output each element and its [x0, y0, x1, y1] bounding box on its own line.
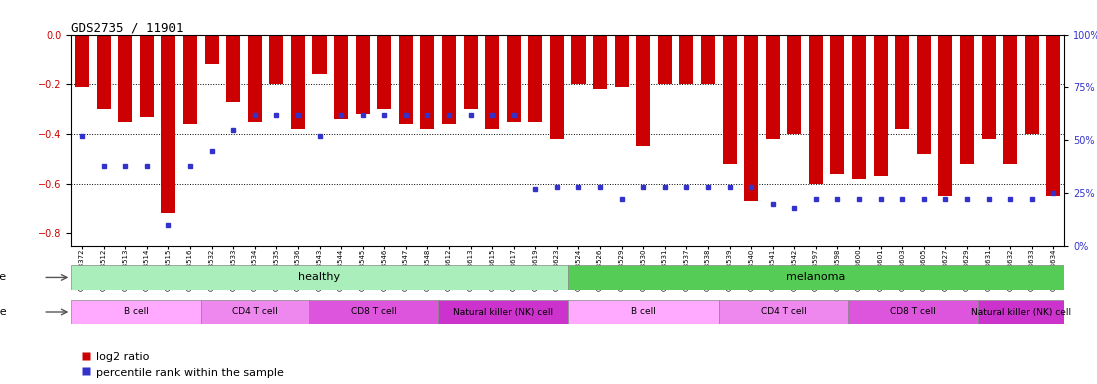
Bar	[204, 35, 218, 65]
Bar	[636, 35, 651, 146]
Text: CD4 T cell: CD4 T cell	[231, 308, 278, 316]
Bar	[679, 35, 693, 84]
Bar	[982, 35, 996, 139]
Bar	[118, 35, 133, 121]
Bar	[377, 35, 392, 109]
Bar	[226, 35, 240, 102]
Bar	[895, 35, 909, 129]
Bar	[97, 35, 111, 109]
Text: melanoma: melanoma	[787, 272, 846, 283]
Text: CD4 T cell: CD4 T cell	[760, 308, 806, 316]
Bar	[201, 300, 308, 324]
Bar	[507, 35, 521, 121]
Bar	[658, 35, 671, 84]
Bar	[313, 35, 327, 74]
Bar	[485, 35, 499, 129]
Bar	[399, 35, 412, 124]
Text: GDS2735 / 11901: GDS2735 / 11901	[71, 22, 184, 35]
Bar	[1025, 35, 1039, 134]
Bar	[830, 35, 845, 174]
Bar	[766, 35, 780, 139]
Bar	[614, 35, 629, 87]
Bar	[568, 265, 1064, 290]
Bar	[442, 35, 456, 124]
Bar	[808, 35, 823, 184]
Text: cell type: cell type	[0, 307, 7, 317]
Bar	[550, 35, 564, 139]
Text: Natural killer (NK) cell: Natural killer (NK) cell	[453, 308, 553, 316]
Bar	[355, 35, 370, 114]
Bar	[960, 35, 974, 164]
Bar	[438, 300, 568, 324]
Text: CD8 T cell: CD8 T cell	[890, 308, 936, 316]
Bar	[568, 300, 719, 324]
Bar	[139, 35, 154, 117]
Bar	[464, 35, 477, 109]
Text: Natural killer (NK) cell: Natural killer (NK) cell	[971, 308, 1071, 316]
Bar	[248, 35, 262, 121]
Bar	[701, 35, 715, 84]
Bar	[291, 35, 305, 129]
Bar	[938, 35, 952, 196]
Bar	[723, 35, 736, 164]
Text: disease state: disease state	[0, 272, 7, 283]
Bar	[335, 35, 348, 119]
Bar	[873, 35, 887, 176]
Bar	[75, 35, 89, 87]
Bar	[308, 300, 438, 324]
Bar	[744, 35, 758, 201]
Bar	[1047, 35, 1061, 196]
Legend: log2 ratio, percentile rank within the sample: log2 ratio, percentile rank within the s…	[77, 347, 289, 382]
Bar	[529, 35, 542, 121]
Bar	[719, 300, 848, 324]
Bar	[593, 35, 607, 89]
Bar	[852, 35, 866, 179]
Bar	[1003, 35, 1017, 164]
Bar	[270, 35, 283, 84]
Text: CD8 T cell: CD8 T cell	[351, 308, 396, 316]
Bar	[572, 35, 586, 84]
Bar	[420, 35, 434, 129]
Bar	[71, 265, 568, 290]
Bar	[71, 300, 201, 324]
Bar	[183, 35, 197, 124]
Bar	[161, 35, 176, 214]
Bar	[788, 35, 801, 134]
Bar	[977, 300, 1064, 324]
Bar	[917, 35, 931, 154]
Bar	[848, 300, 977, 324]
Text: B cell: B cell	[631, 308, 656, 316]
Text: healthy: healthy	[298, 272, 340, 283]
Text: B cell: B cell	[124, 308, 148, 316]
